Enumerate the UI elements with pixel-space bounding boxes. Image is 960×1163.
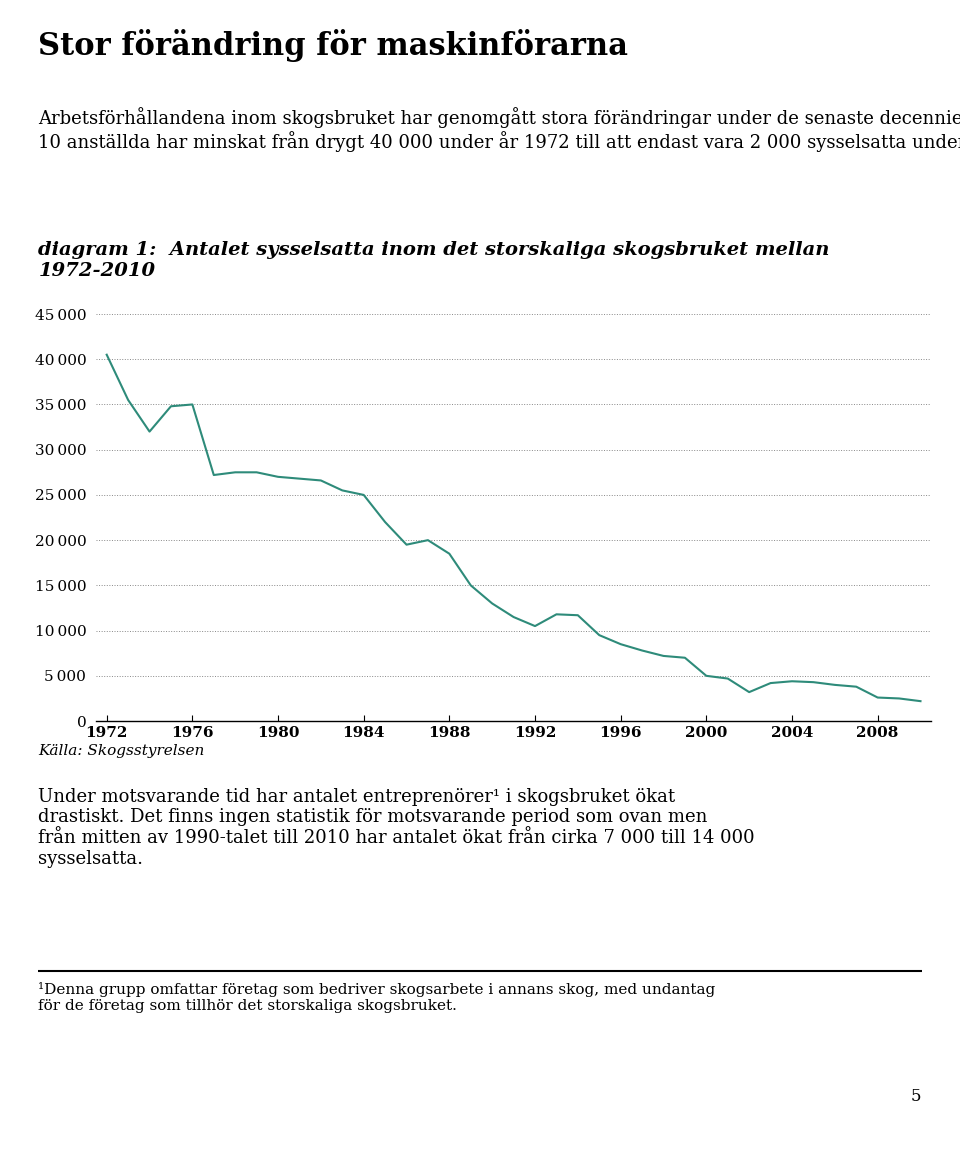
Text: Arbetsförhållandena inom skogsbruket har genomgått stora förändringar under de s: Arbetsförhållandena inom skogsbruket har… [38, 107, 960, 152]
Text: diagram 1:  Antalet sysselsatta inom det storskaliga skogsbruket mellan
1972-201: diagram 1: Antalet sysselsatta inom det … [38, 241, 829, 280]
Text: ¹Denna grupp omfattar företag som bedriver skogsarbete i annans skog, med undant: ¹Denna grupp omfattar företag som bedriv… [38, 983, 715, 1013]
Text: Källa: Skogsstyrelsen: Källa: Skogsstyrelsen [38, 744, 204, 758]
Text: Stor förändring för maskinförarna: Stor förändring för maskinförarna [38, 29, 629, 62]
Text: 5: 5 [911, 1087, 922, 1105]
Text: Under motsvarande tid har antalet entreprenörer¹ i skogsbruket ökat
drastiskt. D: Under motsvarande tid har antalet entrep… [38, 787, 755, 868]
